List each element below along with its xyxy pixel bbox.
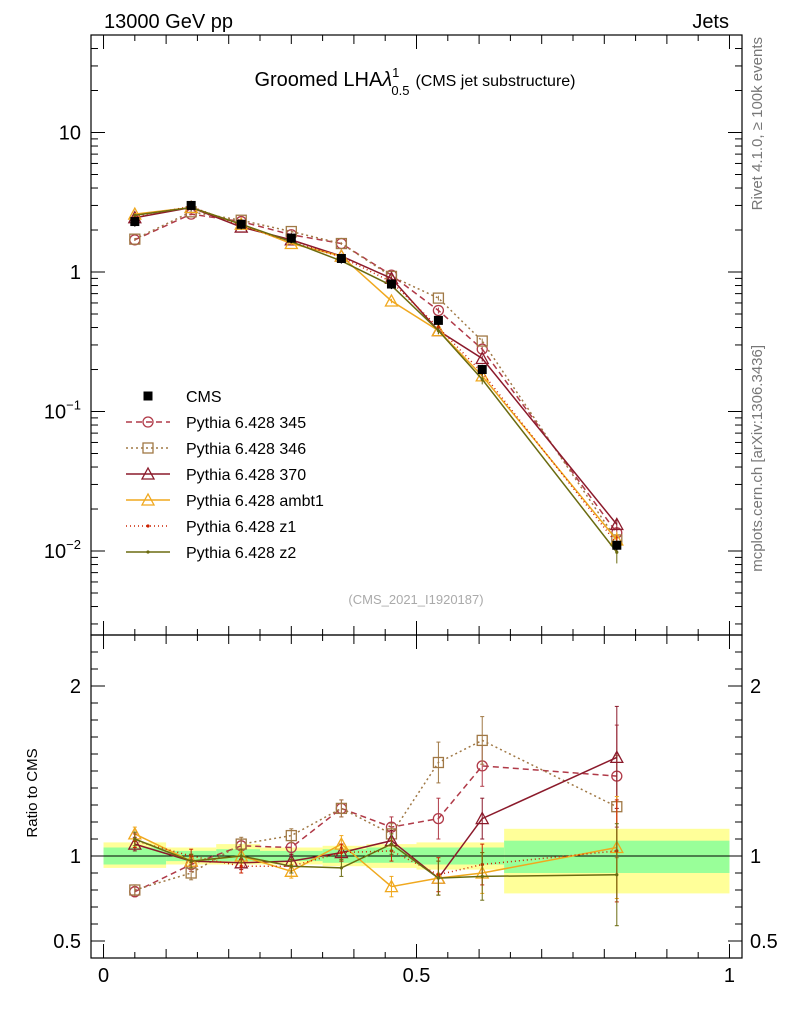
legend-label-5: Pythia 6.428 z1: [186, 519, 296, 536]
side-label-lower: mcplots.cern.ch [arXiv:1306.3436]: [749, 345, 766, 572]
ratio-ytick-label-left-2: 2: [70, 676, 81, 698]
chart-title-sub: 0.5: [391, 83, 409, 98]
legend-marker-1: [142, 416, 154, 428]
data-point-1: [186, 200, 196, 210]
series-point-1-6: [432, 292, 445, 304]
ratio-y-label: Ratio to CMS: [24, 748, 41, 837]
series-point-5-0: [133, 213, 137, 217]
legend-marker-6: [146, 550, 150, 554]
ratio-point-1-3: [285, 829, 297, 842]
data-point-4: [336, 253, 346, 263]
data-point-5: [386, 279, 396, 289]
chart-title: Groomed LHAλ1 0.5 (CMS jet substructure): [254, 65, 575, 98]
ratio-point-4-4: [339, 851, 343, 855]
legend-marker-5: [146, 524, 150, 528]
xtick-label-0: 0: [98, 965, 109, 987]
series-point-0-6: [432, 304, 445, 317]
ratio-ytick-label-right-1: 1: [750, 846, 761, 868]
legend-label-2: Pythia 6.428 346: [186, 441, 306, 458]
ratio-ytick-label-right-2: 2: [750, 676, 761, 698]
chart-title-sup: 1: [392, 65, 399, 80]
ratio-point-2-0: [127, 836, 142, 850]
series-line-1: [134, 211, 618, 541]
legend-marker-2: [142, 442, 154, 454]
legend-label-1: Pythia 6.428 345: [186, 415, 306, 432]
data-point-0: [130, 217, 140, 227]
series-line-0: [134, 213, 618, 534]
ratio-point-3-3: [284, 863, 299, 877]
series-point-1-7: [476, 335, 488, 347]
side-label-upper: Rivet 4.1.0, ≥ 100k events: [749, 37, 766, 210]
series-point-3-6: [431, 323, 446, 337]
data-point-8: [612, 540, 622, 550]
series-point-5-6: [436, 329, 441, 333]
series-point-2-8: [609, 517, 624, 531]
series-point-2-7: [475, 351, 490, 365]
ratio-point-3-5: [384, 879, 399, 893]
legend-marker-3: [140, 466, 156, 480]
ratio-line-0: [134, 765, 617, 893]
series-point-1-4: [335, 237, 348, 250]
chart-title-main: Groomed LHA: [254, 69, 382, 91]
ratio-point-5-5: [389, 842, 394, 846]
series-point-5-7: [480, 377, 484, 381]
ratio-ytick-label-right-0: 0.5: [750, 931, 778, 953]
ratio-point-1-6: [432, 756, 445, 769]
data-point-7: [477, 365, 487, 375]
legend-label-0: CMS: [186, 389, 222, 406]
main-ytick-label-2: 10−1: [44, 398, 81, 424]
series-point-1-0: [129, 233, 141, 245]
ratio-point-2-8: [609, 750, 624, 764]
ratio-ytick-label-left-1: 1: [70, 846, 81, 868]
ratio-point-2-7: [475, 811, 490, 825]
ratio-point-5-4: [339, 866, 343, 870]
ratio-line-4: [134, 839, 617, 876]
ratio-ytick-label-left-0: 0.5: [53, 931, 81, 953]
data-point-3: [286, 233, 296, 243]
chart-title-symbol: λ: [381, 69, 392, 91]
ratio-point-5-1: [189, 859, 193, 863]
legend-marker-0: [143, 391, 153, 401]
series-point-0-7: [476, 343, 488, 355]
data-point-2: [236, 219, 246, 229]
legend-label-4: Pythia 6.428 ambt1: [186, 493, 324, 510]
main-ytick-label-3: 10−2: [44, 537, 81, 563]
series-point-5-8: [615, 550, 619, 554]
ratio-point-5-2: [239, 854, 243, 858]
legend-label-3: Pythia 6.428 370: [186, 467, 306, 484]
main-ytick-label-0: 10: [59, 123, 81, 145]
legend-label-6: Pythia 6.428 z2: [186, 545, 296, 562]
ratio-point-5-3: [289, 864, 293, 868]
watermark: (CMS_2021_I1920187): [348, 592, 483, 607]
ratio-point-4-2: [239, 864, 243, 868]
xtick-label-1: 0.5: [403, 965, 431, 987]
series-point-3-5: [384, 293, 399, 307]
main-ytick-label-1: 1: [70, 262, 81, 284]
series-line-3: [134, 206, 618, 541]
ratio-point-5-6: [436, 876, 441, 880]
ratio-point-1-7: [476, 734, 488, 747]
data-point-6: [433, 315, 443, 325]
legend-marker-4: [140, 492, 156, 506]
ratio-point-5-7: [480, 874, 484, 879]
ratio-point-1-4: [335, 802, 348, 815]
ratio-point-1-0: [129, 884, 141, 896]
chart-title-suffix: (CMS jet substructure): [415, 73, 575, 90]
header-left: 13000 GeV pp: [104, 11, 233, 33]
xtick-label-2: 1: [724, 965, 735, 987]
ratio-point-5-8: [615, 873, 619, 877]
header-right: Jets: [692, 11, 729, 33]
ratio-point-5-0: [133, 837, 137, 841]
ratio-point-0-6: [432, 812, 445, 825]
